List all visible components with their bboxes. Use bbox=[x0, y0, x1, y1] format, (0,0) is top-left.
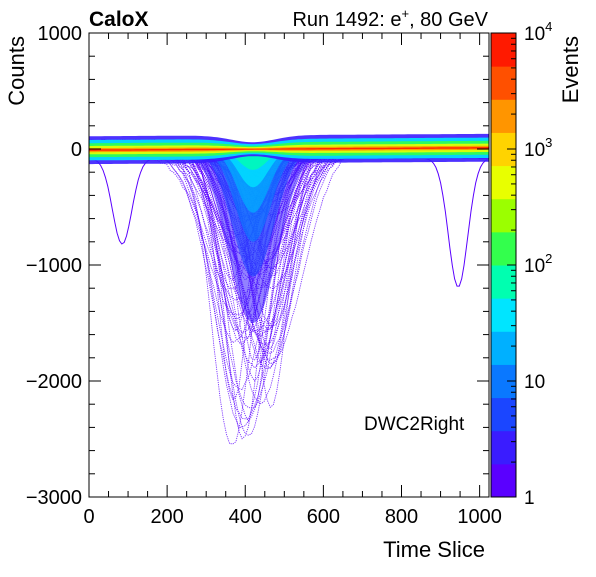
y-tick-label: 1000 bbox=[38, 23, 83, 45]
x-tick-label: 600 bbox=[307, 506, 340, 528]
color-scale-step bbox=[491, 66, 516, 100]
color-scale-step bbox=[491, 331, 516, 365]
annotation-label: DWC2Right bbox=[364, 414, 465, 435]
color-scale-step bbox=[491, 397, 516, 432]
color-scale-step bbox=[491, 198, 516, 233]
trace-layer bbox=[89, 133, 489, 445]
z-tick-label: 102 bbox=[524, 251, 552, 277]
y-tick-label: −1000 bbox=[26, 255, 82, 277]
annotation-box bbox=[360, 404, 480, 458]
color-scale-title: Events bbox=[558, 36, 583, 103]
z-tick-label: 10 bbox=[524, 372, 545, 393]
color-scale-step bbox=[491, 430, 516, 465]
x-axis-title: Time Slice bbox=[383, 537, 485, 562]
color-scale-step bbox=[491, 99, 516, 133]
density-core bbox=[89, 149, 489, 323]
y-tick-label: −2000 bbox=[26, 371, 82, 393]
x-tick-label: 0 bbox=[83, 506, 94, 528]
x-tick-label: 800 bbox=[385, 506, 418, 528]
density-core bbox=[89, 149, 489, 277]
y-tick-label: 0 bbox=[71, 139, 82, 161]
y-axis-title: Counts bbox=[4, 36, 29, 106]
x-tick-label: 400 bbox=[229, 506, 262, 528]
color-scale-step bbox=[491, 298, 516, 332]
baseline-band bbox=[89, 147, 489, 151]
y-axis: 1000 0 −1000 −2000 −3000 bbox=[26, 23, 489, 509]
z-tick-label: 103 bbox=[524, 135, 552, 161]
trace-line bbox=[89, 154, 489, 215]
x-tick-label: 1000 bbox=[457, 506, 502, 528]
trace-line bbox=[89, 144, 489, 362]
run-label: Run 1492: e+, 80 GeV bbox=[292, 6, 488, 31]
z-tick-label: 1 bbox=[524, 488, 535, 509]
color-scale-step bbox=[491, 165, 516, 200]
color-scale-step bbox=[491, 463, 516, 498]
experiment-label: CaloX bbox=[89, 8, 149, 31]
x-axis: 0 200 400 600 800 1000 bbox=[83, 33, 502, 528]
x-tick-label: 200 bbox=[150, 506, 183, 528]
y-tick-label: −3000 bbox=[26, 487, 82, 509]
color-scale-step bbox=[491, 231, 516, 266]
z-tick-label: 104 bbox=[524, 19, 552, 45]
